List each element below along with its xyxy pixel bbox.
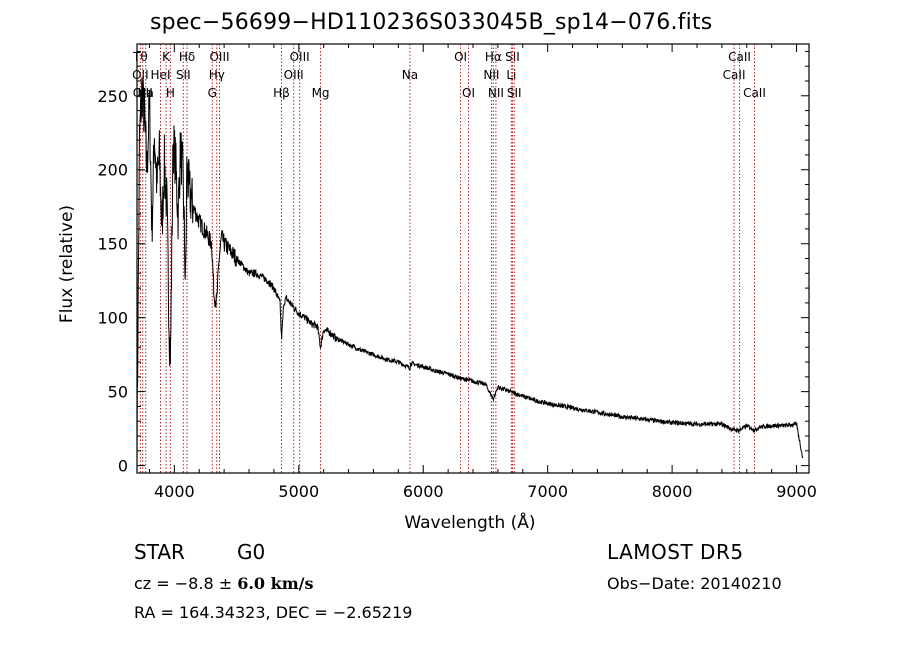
line-marker-label: H <box>166 86 175 100</box>
line-marker-label: SII <box>176 68 191 82</box>
x-tick-label: 9000 <box>776 482 817 501</box>
line-marker-label: HeI <box>151 68 171 82</box>
line-marker-label: SII <box>505 50 520 64</box>
y-axis-label: Flux (relative) <box>57 205 77 323</box>
x-axis-label: Wavelength (Å) <box>404 511 535 533</box>
obs-date: Obs−Date: 20140210 <box>607 574 782 593</box>
line-marker-label: CaII <box>743 86 766 100</box>
line-marker-label: Li <box>506 68 516 82</box>
line-marker-label: Hδ <box>179 50 195 64</box>
line-marker-label: Hγ <box>209 68 225 82</box>
ra-dec: RA = 164.34323, DEC = −2.65219 <box>134 603 413 622</box>
survey-name: LAMOST DR5 <box>607 540 744 564</box>
line-marker-label: NII <box>483 68 499 82</box>
y-tick-label: 100 <box>97 309 128 328</box>
y-tick-label: 150 <box>97 235 128 254</box>
cz-prefix: cz = −8.8 ± <box>134 574 238 593</box>
line-marker-label: OI <box>454 50 467 64</box>
line-marker-label: Tθ <box>132 50 148 64</box>
line-marker-label: G <box>208 86 217 100</box>
y-tick-label: 250 <box>97 87 128 106</box>
line-marker-label: Hα <box>485 50 502 64</box>
redshift-info: cz = −8.8 ± 6.0 km/s <box>134 574 313 593</box>
x-tick-label: 4000 <box>154 482 195 501</box>
y-tick-label: 200 <box>97 161 128 180</box>
object-class: STAR <box>134 540 185 564</box>
line-marker-label: Mg <box>312 86 330 100</box>
axes: 4000 5000 6000 7000 8000 9000 0 50 100 150 200 250 <box>97 43 817 501</box>
line-marker-label: CaII <box>728 50 751 64</box>
x-tick-label: 8000 <box>652 482 693 501</box>
y-tick-label: 50 <box>108 383 128 402</box>
x-tick-label: 7000 <box>527 482 568 501</box>
line-marker-label: Na <box>402 68 418 82</box>
line-marker-label: OI <box>462 86 475 100</box>
spectrum-layer <box>136 77 804 466</box>
chart-title: spec−56699−HD110236S033045B_sp14−076.fit… <box>150 10 713 35</box>
line-marker-label: Hβ <box>273 86 290 100</box>
line-marker-label: OII <box>132 68 149 82</box>
line-marker-label: OIII <box>209 50 229 64</box>
x-tick-label: 6000 <box>403 482 444 501</box>
line-marker-label: Ha <box>138 86 154 100</box>
line-marker-label: K <box>162 50 171 64</box>
spectrum-line <box>136 77 804 466</box>
line-marker-label: OIII <box>284 68 304 82</box>
line-marker-label: SII <box>507 86 522 100</box>
object-subclass: G0 <box>237 540 266 564</box>
cz-value: 6.0 km/s <box>237 574 314 593</box>
line-marker-label: NII <box>488 86 504 100</box>
line-marker-label: CaII <box>723 68 746 82</box>
x-tick-label: 5000 <box>278 482 319 501</box>
y-tick-label: 0 <box>118 457 128 476</box>
line-marker-label: OIII <box>290 50 310 64</box>
